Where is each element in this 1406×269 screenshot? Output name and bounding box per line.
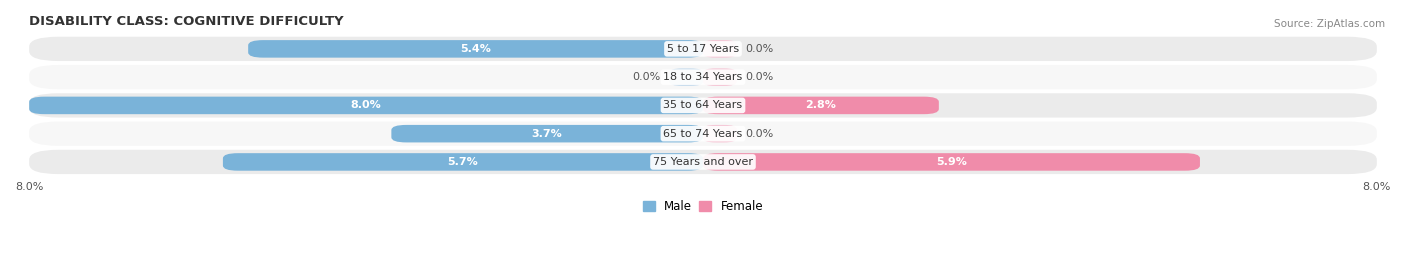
FancyBboxPatch shape: [703, 97, 939, 114]
FancyBboxPatch shape: [391, 125, 703, 142]
Text: 8.0%: 8.0%: [350, 100, 381, 110]
FancyBboxPatch shape: [30, 150, 1376, 174]
Text: Source: ZipAtlas.com: Source: ZipAtlas.com: [1274, 19, 1385, 29]
Text: 5.7%: 5.7%: [447, 157, 478, 167]
FancyBboxPatch shape: [703, 125, 737, 142]
FancyBboxPatch shape: [669, 68, 703, 86]
Text: DISABILITY CLASS: COGNITIVE DIFFICULTY: DISABILITY CLASS: COGNITIVE DIFFICULTY: [30, 15, 344, 28]
FancyBboxPatch shape: [30, 122, 1376, 146]
Text: 5 to 17 Years: 5 to 17 Years: [666, 44, 740, 54]
Text: 5.9%: 5.9%: [936, 157, 967, 167]
FancyBboxPatch shape: [30, 97, 703, 114]
FancyBboxPatch shape: [224, 153, 703, 171]
Text: 3.7%: 3.7%: [531, 129, 562, 139]
Text: 65 to 74 Years: 65 to 74 Years: [664, 129, 742, 139]
Legend: Male, Female: Male, Female: [638, 195, 768, 218]
FancyBboxPatch shape: [703, 68, 737, 86]
Text: 5.4%: 5.4%: [460, 44, 491, 54]
FancyBboxPatch shape: [30, 37, 1376, 61]
FancyBboxPatch shape: [30, 93, 1376, 118]
Text: 0.0%: 0.0%: [745, 129, 773, 139]
FancyBboxPatch shape: [703, 40, 737, 58]
Text: 0.0%: 0.0%: [633, 72, 661, 82]
Text: 0.0%: 0.0%: [745, 72, 773, 82]
FancyBboxPatch shape: [703, 153, 1199, 171]
FancyBboxPatch shape: [30, 65, 1376, 89]
Text: 35 to 64 Years: 35 to 64 Years: [664, 100, 742, 110]
Text: 2.8%: 2.8%: [806, 100, 837, 110]
Text: 18 to 34 Years: 18 to 34 Years: [664, 72, 742, 82]
Text: 75 Years and over: 75 Years and over: [652, 157, 754, 167]
FancyBboxPatch shape: [249, 40, 703, 58]
Text: 0.0%: 0.0%: [745, 44, 773, 54]
